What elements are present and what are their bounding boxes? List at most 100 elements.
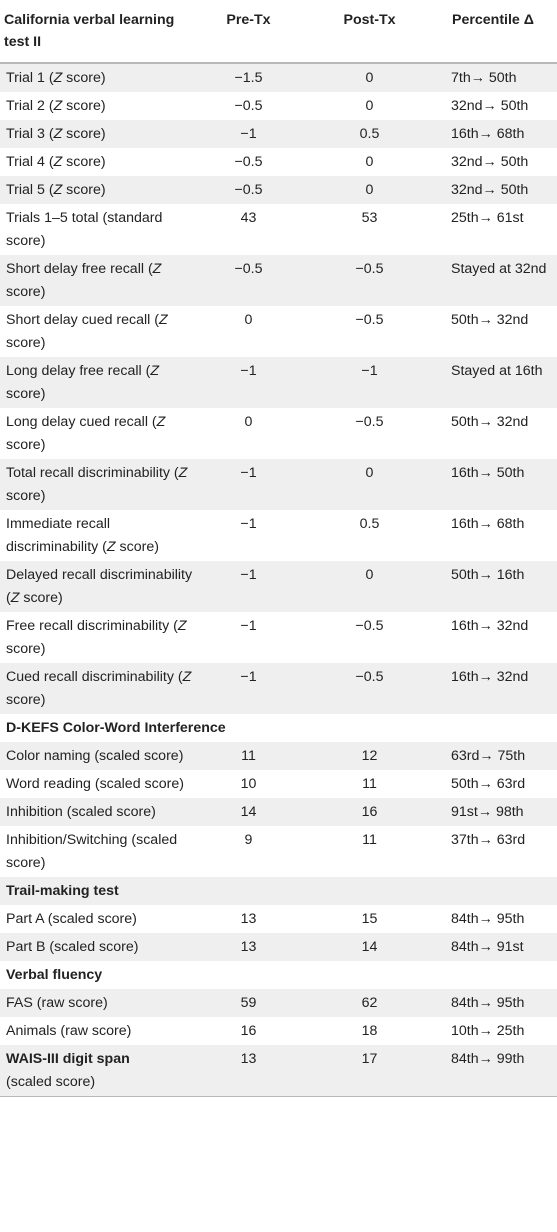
percentile-change-value: 84th→ 91st xyxy=(451,939,524,955)
percentile-change-value: 7th→ 50th xyxy=(451,70,517,86)
measure-label: Inhibition (scaled score) xyxy=(6,804,156,820)
measure-label: Total recall discriminability (Z score) xyxy=(6,465,188,504)
table-row: Free recall discriminability (Z score) −1… xyxy=(0,612,557,663)
section-header-row: Trail-making test xyxy=(0,877,557,905)
table-row: Animals (raw score) 16 18 10th→ 25th xyxy=(0,1017,557,1045)
section-title: Trail-making test xyxy=(6,883,119,899)
post-tx-value: 0 xyxy=(365,98,374,114)
measure-label: Delayed recall discriminability (Z score… xyxy=(6,567,193,606)
measure-label: Part B (scaled score) xyxy=(6,939,139,955)
table-row: Part A (scaled score) 13 15 84th→ 95th xyxy=(0,905,557,933)
table-row: Trial 2 (Z score) −0.5 0 32nd→ 50th xyxy=(0,92,557,120)
post-tx-value: −0.5 xyxy=(355,618,384,634)
measure-label: Part A (scaled score) xyxy=(6,911,137,927)
table-row: Trial 3 (Z score) −1 0.5 16th→ 68th xyxy=(0,120,557,148)
table-row: Word reading (scaled score) 10 11 50th→ 63r… xyxy=(0,770,557,798)
header-test: California verbal learning test II xyxy=(4,12,175,50)
pre-tx-value: 43 xyxy=(240,210,257,226)
post-tx-value: 15 xyxy=(361,911,378,927)
post-tx-value: 16 xyxy=(361,804,378,820)
table-row: Short delay cued recall (Z score) 0 −0.5 50… xyxy=(0,306,557,357)
table-row: Long delay cued recall (Z score) 0 −0.5 50t… xyxy=(0,408,557,459)
table-row: Delayed recall discriminability (Z score… xyxy=(0,561,557,612)
pre-tx-value: −1 xyxy=(240,363,257,379)
percentile-change-value: 10th→ 25th xyxy=(451,1023,525,1039)
percentile-change-value: 16th→ 32nd xyxy=(451,618,529,634)
pre-tx-value: 10 xyxy=(240,776,257,792)
post-tx-value: 53 xyxy=(361,210,378,226)
measure-label: Trial 3 (Z score) xyxy=(6,126,106,142)
table-row: Inhibition/Switching (scaled score) 9 11 37… xyxy=(0,826,557,877)
measure-label: Free recall discriminability (Z score) xyxy=(6,618,187,657)
post-tx-value: 17 xyxy=(361,1051,378,1067)
table-row: Trial 5 (Z score) −0.5 0 32nd→ 50th xyxy=(0,176,557,204)
header-pre-tx: Pre-Tx xyxy=(226,12,271,28)
percentile-change-value: 37th→ 63rd xyxy=(451,832,526,848)
measure-label: Color naming (scaled score) xyxy=(6,748,184,764)
post-tx-value: 0 xyxy=(365,567,374,583)
measure-label: Trial 4 (Z score) xyxy=(6,154,106,170)
percentile-change-value: 16th→ 68th xyxy=(451,126,525,142)
percentile-change-value: 32nd→ 50th xyxy=(451,182,529,198)
measure-label: Short delay cued recall (Z score) xyxy=(6,312,168,351)
post-tx-value: 0 xyxy=(365,70,374,86)
measure-label: WAIS-III digit span (scaled score) xyxy=(0,1045,200,1097)
pre-tx-value: 14 xyxy=(240,804,257,820)
pre-tx-value: −0.5 xyxy=(234,261,263,277)
post-tx-value: 0 xyxy=(365,154,374,170)
measure-label: Trial 5 (Z score) xyxy=(6,182,106,198)
measure-label: Trial 1 (Z score) xyxy=(6,70,106,86)
table-row: WAIS-III digit span (scaled score) 13 17 84t… xyxy=(0,1045,557,1097)
post-tx-value: 11 xyxy=(362,832,377,848)
pre-tx-value: −0.5 xyxy=(234,154,263,170)
header-percentile-change: Percentile Δ xyxy=(452,12,534,28)
measure-label: Short delay free recall (Z score) xyxy=(6,261,162,300)
post-tx-value: 62 xyxy=(361,995,378,1011)
measure-label: Trials 1–5 total (standard score) xyxy=(6,210,163,249)
table-row: FAS (raw score) 59 62 84th→ 95th xyxy=(0,989,557,1017)
percentile-change-value: 32nd→ 50th xyxy=(451,154,529,170)
section-title: Verbal fluency xyxy=(6,967,103,983)
table-row: Total recall discriminability (Z score) −… xyxy=(0,459,557,510)
post-tx-value: 0 xyxy=(365,182,374,198)
measure-label: Long delay cued recall (Z score) xyxy=(6,414,166,453)
pre-tx-value: 0 xyxy=(244,312,253,328)
post-tx-value: −0.5 xyxy=(355,669,384,685)
percentile-change-value: 25th→ 61st xyxy=(451,210,524,226)
pre-tx-value: −1 xyxy=(240,465,257,481)
table-row: Trial 4 (Z score) −0.5 0 32nd→ 50th xyxy=(0,148,557,176)
table-body: Trial 1 (Z score) −1.5 0 7th→ 50th Trial 2 (… xyxy=(0,63,557,1097)
percentile-change-value: 50th→ 63rd xyxy=(451,776,526,792)
percentile-change-value: 16th→ 32nd xyxy=(451,669,529,685)
post-tx-value: 18 xyxy=(361,1023,378,1039)
percentile-change-value: Stayed at 32nd xyxy=(451,261,547,277)
pre-tx-value: 16 xyxy=(240,1023,257,1039)
pre-tx-value: −1.5 xyxy=(234,70,263,86)
percentile-change-value: 16th→ 68th xyxy=(451,516,525,532)
pre-tx-value: −1 xyxy=(240,516,257,532)
percentile-change-value: 32nd→ 50th xyxy=(451,98,529,114)
percentile-change-value: 50th→ 32nd xyxy=(451,414,529,430)
post-tx-value: −0.5 xyxy=(355,261,384,277)
table-row: Inhibition (scaled score) 14 16 91st→ 98th xyxy=(0,798,557,826)
section-header-row: D-KEFS Color-Word Interference xyxy=(0,714,557,742)
pre-tx-value: −1 xyxy=(240,618,257,634)
pre-tx-value: −1 xyxy=(240,567,257,583)
header-row: California verbal learning test II Pre-T… xyxy=(0,0,557,63)
table-row: Short delay free recall (Z score) −0.5 −0.… xyxy=(0,255,557,306)
percentile-change-value: 16th→ 50th xyxy=(451,465,525,481)
table-row: Immediate recall discriminability (Z sco… xyxy=(0,510,557,561)
percentile-change-value: 63rd→ 75th xyxy=(451,748,526,764)
measure-label: Cued recall discriminability (Z score) xyxy=(6,669,192,708)
measure-label: Word reading (scaled score) xyxy=(6,776,184,792)
percentile-change-value: 50th→ 32nd xyxy=(451,312,529,328)
measure-label: Animals (raw score) xyxy=(6,1023,132,1039)
pre-tx-value: 0 xyxy=(244,414,253,430)
pre-tx-value: 13 xyxy=(240,939,257,955)
pre-tx-value: −1 xyxy=(240,669,257,685)
table-row: Long delay free recall (Z score) −1 −1 Stay… xyxy=(0,357,557,408)
measure-label: FAS (raw score) xyxy=(6,995,108,1011)
post-tx-value: 0 xyxy=(365,465,374,481)
pre-tx-value: −1 xyxy=(240,126,257,142)
post-tx-value: −0.5 xyxy=(355,414,384,430)
